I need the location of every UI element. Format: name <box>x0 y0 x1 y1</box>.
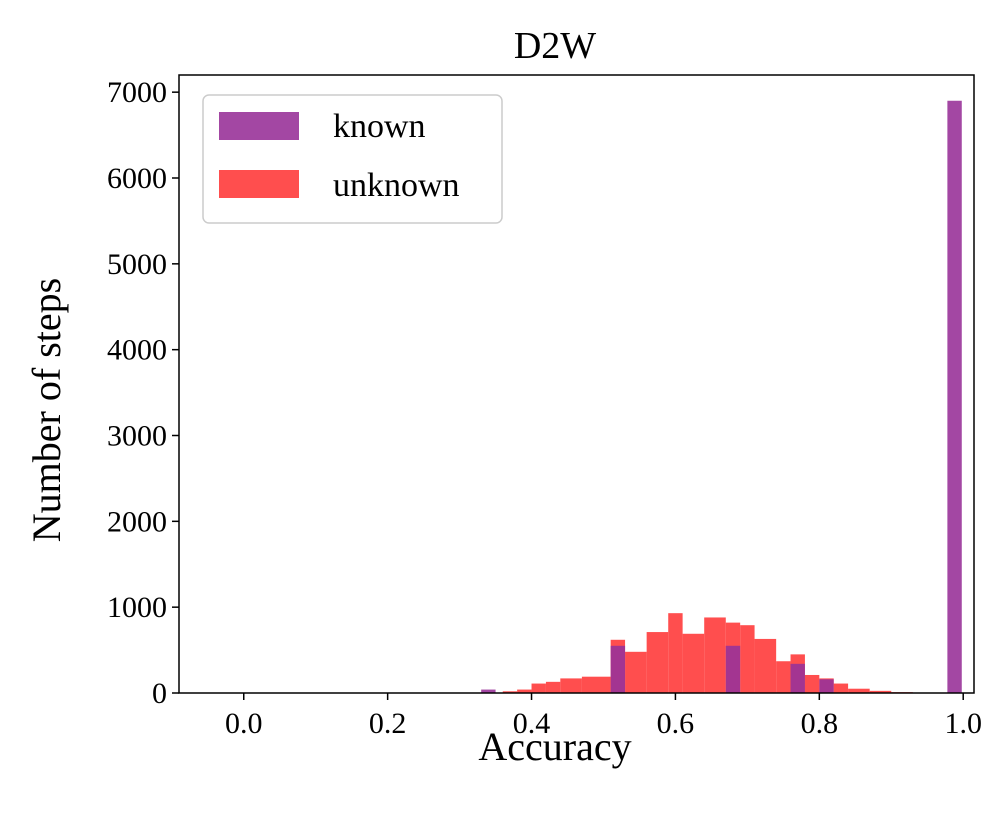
known-bar <box>947 100 962 693</box>
chart-title: D2W <box>514 25 596 67</box>
known-series <box>481 100 962 693</box>
y-axis-ticks: 0 1000 2000 3000 4000 5000 6000 7000 <box>107 76 179 710</box>
plot-area-frame <box>178 74 975 694</box>
unknown-bar <box>531 683 546 693</box>
legend-swatch-unknown <box>219 170 299 198</box>
unknown-bar <box>740 625 755 693</box>
known-bar <box>790 663 805 693</box>
y-axis-label: Number of steps <box>24 278 69 542</box>
legend-label-known: known <box>333 108 426 145</box>
unknown-bar <box>804 674 820 693</box>
y-tick-label: 5000 <box>107 248 167 281</box>
y-tick-label: 7000 <box>107 76 167 109</box>
known-bar <box>725 645 741 693</box>
unknown-bar <box>776 661 791 693</box>
unknown-bar <box>560 678 582 693</box>
legend-label-unknown: unknown <box>333 167 460 204</box>
y-tick-label: 6000 <box>107 162 167 195</box>
known-bar <box>610 645 626 693</box>
x-tick-label: 0.4 <box>513 707 551 740</box>
unknown-bar <box>869 690 892 693</box>
known-bar <box>481 689 496 693</box>
unknown-bar <box>833 683 849 693</box>
y-tick-label: 2000 <box>107 505 167 538</box>
y-tick-label: 0 <box>152 677 167 710</box>
known-bar <box>819 679 834 693</box>
y-tick-label: 4000 <box>107 334 167 367</box>
unknown-series <box>502 613 913 693</box>
unknown-bar <box>517 689 532 693</box>
unknown-bar <box>502 691 518 693</box>
unknown-bar <box>848 688 870 693</box>
unknown-bar <box>581 676 611 693</box>
x-tick-label: 1.0 <box>944 707 982 740</box>
unknown-bar <box>682 633 705 693</box>
unknown-bar <box>704 617 726 693</box>
legend-swatch-known <box>219 112 299 140</box>
x-tick-label: 0.6 <box>657 707 695 740</box>
unknown-bar <box>668 613 683 693</box>
y-tick-label: 3000 <box>107 420 167 453</box>
y-tick-label: 1000 <box>107 591 167 624</box>
x-axis-label: Accuracy <box>478 724 631 769</box>
x-tick-label: 0.8 <box>801 707 839 740</box>
x-axis-ticks: 0.0 0.2 0.4 0.6 0.8 1.0 <box>225 693 982 740</box>
x-tick-label: 0.0 <box>225 707 263 740</box>
unknown-bar <box>625 651 647 693</box>
legend: known unknown <box>202 94 503 224</box>
unknown-bar <box>754 638 777 693</box>
unknown-bar <box>545 681 561 693</box>
unknown-bar <box>646 632 669 693</box>
x-tick-label: 0.2 <box>369 707 407 740</box>
